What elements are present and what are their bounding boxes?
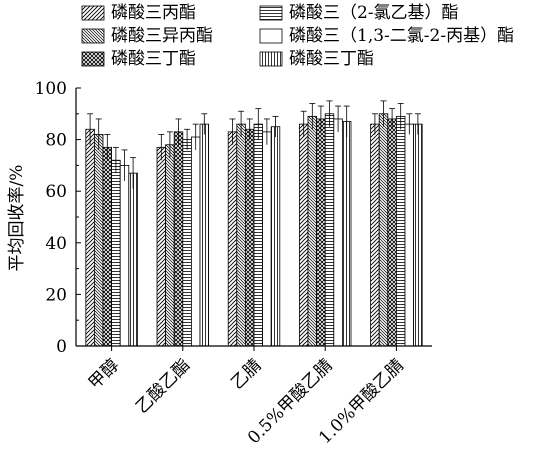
bar — [298, 123, 309, 347]
bar — [324, 113, 335, 347]
bar — [182, 139, 192, 347]
legend-label: 磷酸三（2-氯乙基）酯 — [289, 3, 459, 23]
legend-swatch — [81, 51, 105, 67]
y-axis-ticks: 0 20 40 60 80 100 — [35, 79, 81, 357]
bar — [253, 123, 264, 347]
legend-swatch — [259, 5, 283, 21]
legend: 磷酸三丙酯磷酸三异丙酯磷酸三丁酯磷酸三（2-氯乙基）酯磷酸三（1,3-二氯-2-… — [81, 3, 514, 69]
y-tick-label: 20 — [45, 285, 67, 305]
bar — [236, 123, 246, 347]
bar — [102, 146, 113, 347]
y-tick-label: 0 — [56, 337, 67, 357]
bar — [156, 146, 167, 347]
y-tick-label: 80 — [45, 131, 67, 151]
legend-label: 磷酸三异丙酯 — [111, 26, 213, 46]
bar — [111, 159, 121, 347]
bar — [378, 113, 389, 347]
legend-swatch — [259, 51, 283, 67]
bar — [85, 128, 95, 347]
x-tick-label: 甲醇 — [85, 355, 123, 393]
bars-group — [85, 113, 423, 347]
legend-item: 磷酸三丁酯 — [81, 49, 196, 69]
bar — [270, 126, 281, 347]
bar — [333, 118, 343, 347]
legend-label: 磷酸三（1,3-二氯-2-丙基）酯 — [289, 26, 514, 46]
legend-item: 磷酸三异丙酯 — [81, 26, 213, 46]
y-tick-label: 40 — [45, 234, 67, 254]
bar — [341, 121, 352, 347]
bar — [190, 136, 201, 347]
legend-label: 磷酸三丙酯 — [111, 3, 196, 23]
bar — [227, 131, 238, 347]
bar — [413, 123, 423, 347]
x-tick-label: 乙腈 — [227, 355, 265, 393]
bar — [244, 128, 255, 347]
legend-swatch — [259, 28, 283, 44]
legend-swatch — [81, 28, 105, 44]
bar — [387, 118, 397, 347]
bar — [128, 172, 138, 347]
x-tick-label: 乙酸乙酯 — [132, 355, 194, 417]
y-axis-label: 平均回收率/% — [7, 165, 27, 272]
y-tick-label: 60 — [45, 182, 67, 202]
bar — [395, 115, 406, 347]
bar — [119, 164, 130, 347]
bar — [165, 144, 175, 347]
bar — [404, 123, 415, 347]
legend-label: 磷酸三丁酯 — [111, 49, 196, 69]
bar — [307, 115, 318, 347]
legend-item: 磷酸三（2-氯乙基）酯 — [259, 3, 459, 23]
legend-swatch — [81, 5, 105, 21]
y-tick-label: 100 — [35, 79, 67, 99]
bar — [199, 123, 210, 347]
bar — [370, 123, 380, 347]
bar — [262, 131, 272, 347]
legend-item: 磷酸三丙酯 — [81, 3, 196, 23]
bar — [94, 134, 104, 347]
bar — [173, 131, 184, 347]
legend-label: 磷酸三丁酯 — [289, 49, 374, 69]
legend-item: 磷酸三丁酯 — [259, 49, 374, 69]
bar — [316, 118, 326, 347]
error-bars-group — [87, 100, 421, 189]
legend-item: 磷酸三（1,3-二氯-2-丙基）酯 — [259, 26, 514, 46]
